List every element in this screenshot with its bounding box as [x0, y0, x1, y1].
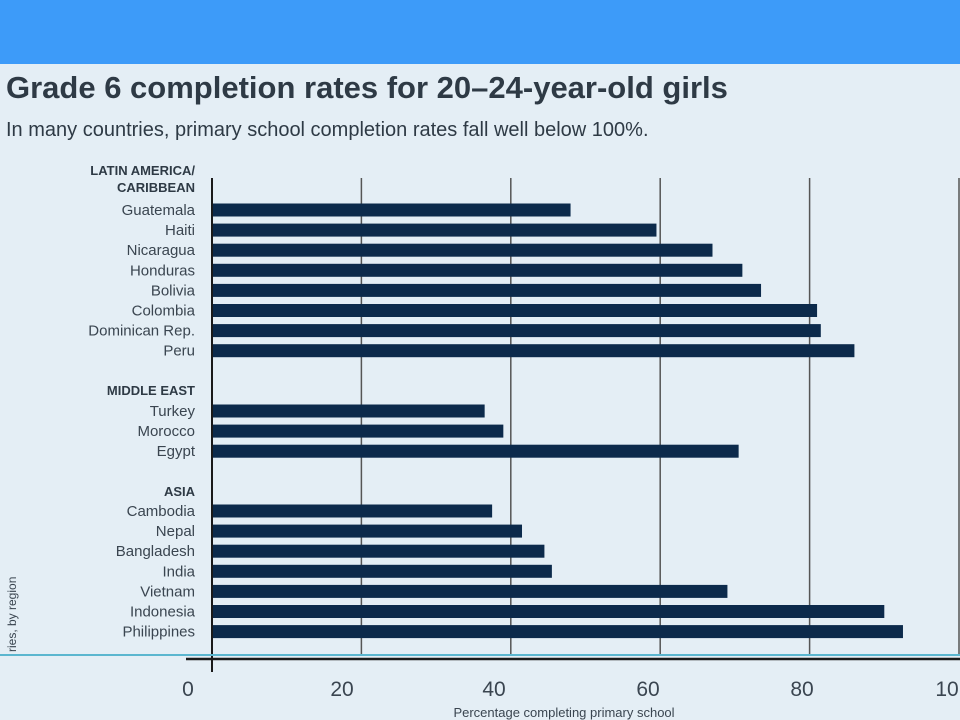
bar — [212, 223, 657, 237]
bar — [212, 304, 818, 317]
side-axis-label: ries, by region — [5, 577, 19, 652]
x-tick-label: 40 — [482, 678, 505, 701]
region-label: MIDDLE EAST — [107, 383, 195, 398]
bar — [212, 203, 571, 217]
region-label: CARIBBEAN — [117, 180, 195, 195]
country-label: Philippines — [122, 624, 195, 641]
x-axis-label: Percentage completing primary school — [453, 705, 674, 720]
bar — [212, 625, 903, 639]
country-label: Cambodia — [127, 503, 196, 520]
header-band — [0, 0, 960, 64]
bar — [212, 444, 739, 458]
country-label: Guatemala — [122, 202, 196, 219]
country-label: India — [162, 563, 195, 580]
country-label: Bangladesh — [116, 543, 195, 560]
country-label: Dominican Rep. — [88, 323, 195, 340]
country-label: Peru — [163, 343, 195, 360]
country-label: Nicaragua — [127, 242, 196, 259]
x-tick-labels: 0 20 40 60 80 10 — [182, 678, 959, 701]
bar — [212, 605, 885, 618]
country-label: Nepal — [156, 523, 195, 540]
bar — [212, 344, 855, 358]
bar — [212, 243, 713, 257]
bar — [212, 404, 485, 418]
country-label: Morocco — [137, 423, 195, 440]
country-label: Honduras — [130, 262, 195, 279]
x-tick-label: 0 — [182, 678, 194, 701]
bar — [212, 263, 743, 277]
bar — [212, 524, 523, 538]
bar — [212, 564, 552, 578]
bars — [212, 203, 903, 639]
chart-subtitle: In many countries, primary school comple… — [6, 119, 649, 141]
country-label: Turkey — [150, 403, 196, 420]
bar — [212, 283, 762, 297]
bar — [212, 544, 545, 558]
bar — [212, 584, 728, 598]
x-tick-label: 20 — [330, 678, 353, 701]
country-label: Colombia — [132, 303, 196, 320]
bar — [212, 504, 493, 518]
country-label: Bolivia — [151, 282, 196, 299]
bar — [212, 424, 504, 438]
region-label: ASIA — [164, 484, 196, 499]
chart-title: Grade 6 completion rates for 20–24-year-… — [6, 70, 728, 105]
country-label: Egypt — [157, 443, 196, 460]
category-labels: LATIN AMERICA/CARIBBEAN Guatemala Haiti Nic… — [88, 163, 196, 641]
country-label: Haiti — [165, 222, 195, 239]
x-tick-label: 10 — [935, 678, 958, 701]
region-label: LATIN AMERICA/ — [90, 163, 195, 178]
country-label: Indonesia — [130, 604, 196, 621]
x-tick-label: 80 — [790, 678, 813, 701]
x-tick-label: 60 — [636, 678, 659, 701]
country-label: Vietnam — [140, 583, 195, 600]
bar — [212, 324, 821, 338]
